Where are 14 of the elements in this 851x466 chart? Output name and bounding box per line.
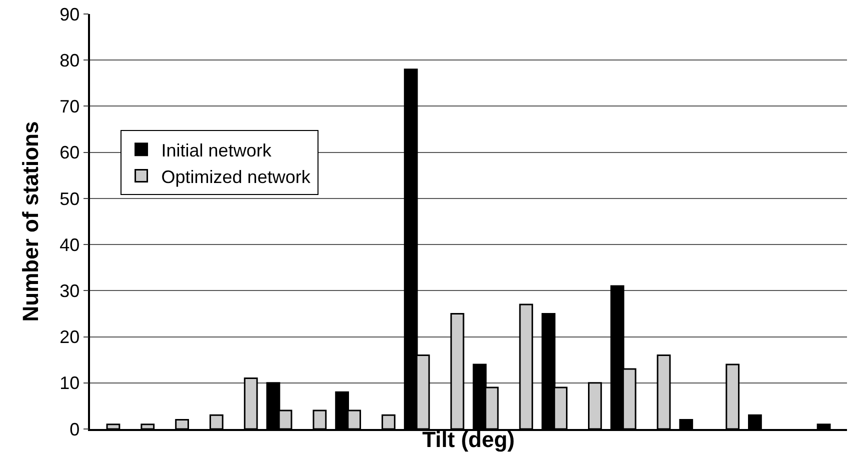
legend-label: Optimized network [161,166,312,187]
y-tick-label: 0 [70,419,80,440]
y-tick-label: 10 [60,373,80,394]
y-tick-label: 50 [60,188,80,209]
y-tick-label: 70 [60,96,80,117]
y-tick-label: 60 [60,142,80,163]
legend-label: Initial network [161,140,272,160]
y-tick-label: 80 [60,50,80,70]
y-tick-label: 20 [60,327,80,348]
y-axis-title: Number of stations [18,121,43,322]
y-tick-label: 90 [60,4,80,24]
x-axis-title: Tilt (deg) [422,427,515,452]
y-tick-label: 40 [60,234,80,255]
y-tick-label: 30 [60,280,80,301]
